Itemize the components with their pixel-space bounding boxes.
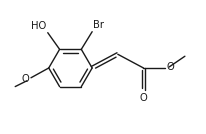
Text: Br: Br	[93, 20, 104, 30]
Text: O: O	[165, 62, 173, 72]
Text: O: O	[139, 93, 147, 103]
Text: O: O	[21, 74, 29, 84]
Text: HO: HO	[30, 21, 46, 31]
